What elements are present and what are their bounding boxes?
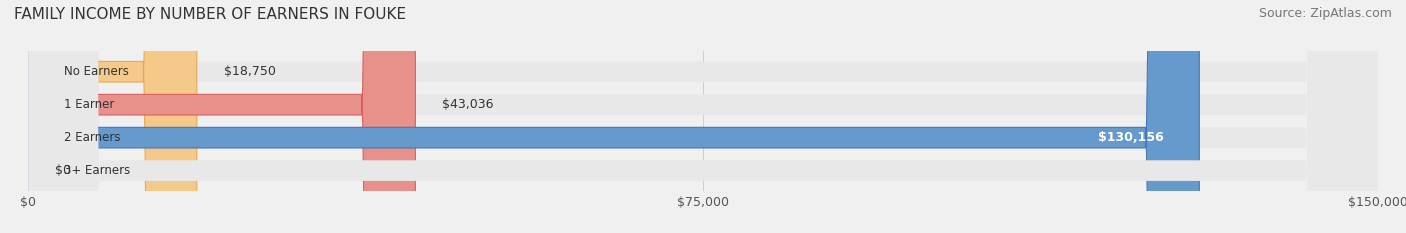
FancyBboxPatch shape xyxy=(28,0,1199,233)
Text: 1 Earner: 1 Earner xyxy=(65,98,114,111)
Text: FAMILY INCOME BY NUMBER OF EARNERS IN FOUKE: FAMILY INCOME BY NUMBER OF EARNERS IN FO… xyxy=(14,7,406,22)
Text: 2 Earners: 2 Earners xyxy=(65,131,121,144)
Text: $43,036: $43,036 xyxy=(443,98,494,111)
Text: Source: ZipAtlas.com: Source: ZipAtlas.com xyxy=(1258,7,1392,20)
Text: $130,156: $130,156 xyxy=(1098,131,1163,144)
FancyBboxPatch shape xyxy=(28,0,1378,233)
FancyBboxPatch shape xyxy=(28,0,1378,233)
Text: $0: $0 xyxy=(55,164,72,177)
Text: No Earners: No Earners xyxy=(65,65,129,78)
Text: 3+ Earners: 3+ Earners xyxy=(65,164,131,177)
FancyBboxPatch shape xyxy=(28,0,415,233)
FancyBboxPatch shape xyxy=(28,0,1378,233)
FancyBboxPatch shape xyxy=(28,0,1378,233)
FancyBboxPatch shape xyxy=(28,0,197,233)
Text: $18,750: $18,750 xyxy=(224,65,276,78)
